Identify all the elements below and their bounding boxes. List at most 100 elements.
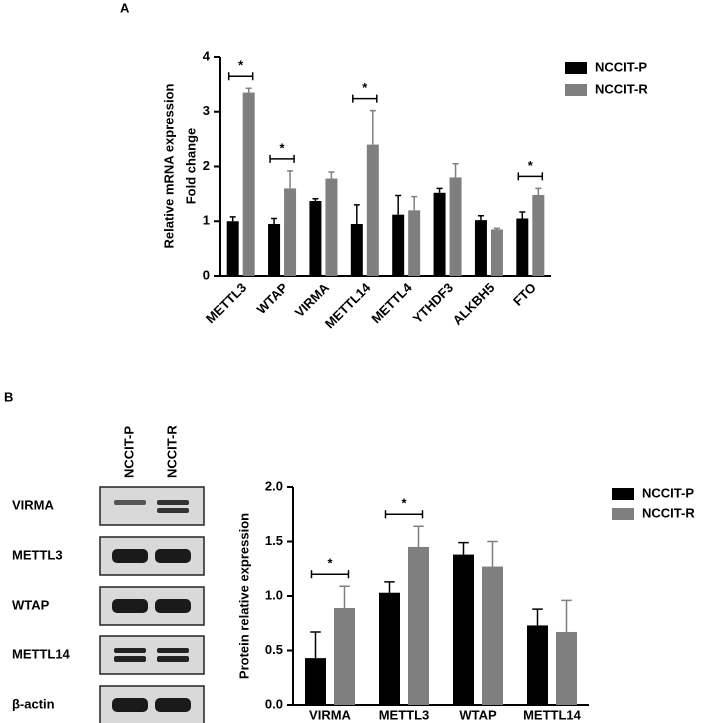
y-tick-label: 0.0 <box>265 696 283 711</box>
bar <box>532 194 545 276</box>
error-bar <box>452 163 459 178</box>
significance-label: * <box>362 80 368 95</box>
blot-band <box>114 648 146 653</box>
bar <box>350 223 363 276</box>
y-tick-label: 1.5 <box>265 533 283 548</box>
bar <box>556 631 577 705</box>
error-bar <box>411 195 418 211</box>
bar <box>490 229 503 276</box>
blot-band <box>112 599 148 613</box>
error-bar <box>353 204 360 224</box>
error-bar <box>493 227 500 230</box>
x-tick-label: METTL3 <box>203 280 249 326</box>
bar <box>392 214 405 276</box>
y-tick-label: 4 <box>203 48 211 63</box>
bar <box>527 625 548 705</box>
x-tick-label: WTAP <box>459 707 497 722</box>
error-bar <box>395 194 402 215</box>
bar <box>408 210 421 276</box>
blot-panel <box>99 635 205 675</box>
significance-bracket <box>517 172 544 181</box>
blot-band <box>114 500 146 505</box>
error-bar <box>271 217 278 224</box>
bar <box>325 178 338 276</box>
error-bar <box>519 211 526 219</box>
x-tick-label: METTL4 <box>368 279 415 326</box>
bar <box>226 221 239 276</box>
blot-column-label: NCCIT-P <box>121 426 136 478</box>
error-bar <box>532 608 543 626</box>
error-bar <box>339 585 350 608</box>
x-tick-label: METTL3 <box>379 707 430 722</box>
bar <box>379 592 400 705</box>
blot-row-label: β-actin <box>12 696 55 711</box>
bar <box>268 223 281 276</box>
bar <box>449 177 462 276</box>
bar <box>482 566 503 705</box>
significance-label: * <box>401 496 407 511</box>
significance-bracket <box>227 72 254 81</box>
error-bar <box>413 525 424 547</box>
y-tick-label: 2 <box>203 158 210 173</box>
x-tick-label: VIRMA <box>309 707 352 722</box>
legend-label: NCCIT-R <box>642 505 695 520</box>
y-tick-label: 0 <box>203 267 210 282</box>
error-bar <box>245 87 252 93</box>
significance-bracket <box>384 510 424 519</box>
error-bar <box>328 171 335 179</box>
error-bar <box>369 109 376 145</box>
y-axis-label: Relative mRNA expression <box>161 83 176 248</box>
bar <box>309 200 322 276</box>
x-tick-label: ALKBH5 <box>450 280 498 328</box>
y-axis-label: Protein relative expression <box>236 513 251 679</box>
legend-swatch <box>565 62 587 74</box>
legend-label: NCCIT-P <box>642 485 694 500</box>
error-bar <box>535 187 542 195</box>
blot-column-label: NCCIT-R <box>164 425 179 478</box>
blot-band <box>112 549 148 563</box>
legend-swatch <box>565 84 587 96</box>
y-tick-label: 1 <box>203 213 210 228</box>
error-bar <box>310 631 321 659</box>
y-tick-label: 1.0 <box>265 587 283 602</box>
significance-label: * <box>280 140 286 155</box>
x-tick-label: METTL14 <box>322 279 374 331</box>
blot-band <box>157 648 189 653</box>
bar <box>284 188 297 276</box>
y-axis-label: Fold change <box>183 128 198 205</box>
blot-band <box>155 549 191 563</box>
x-tick-label: WTAP <box>254 280 291 317</box>
y-tick-label: 2.0 <box>265 478 283 493</box>
blot-band <box>157 508 189 513</box>
significance-label: * <box>528 158 534 173</box>
bar <box>305 658 326 705</box>
error-bar <box>561 599 572 632</box>
legend-label: NCCIT-R <box>595 81 648 96</box>
significance-label: * <box>238 58 244 73</box>
error-bar <box>287 170 294 189</box>
blot-row-label: WTAP <box>12 597 50 612</box>
legend-swatch <box>612 508 634 520</box>
blot-band <box>155 698 191 712</box>
bar <box>334 607 355 705</box>
bar <box>242 92 255 277</box>
blot-band <box>157 500 189 505</box>
error-bar <box>229 216 236 222</box>
bar <box>366 144 379 276</box>
bar <box>453 554 474 705</box>
blot-row-label: VIRMA <box>12 497 55 512</box>
significance-bracket <box>269 154 295 163</box>
error-bar <box>436 187 443 193</box>
x-tick-label: YTHDF3 <box>410 280 456 326</box>
panel-label: A <box>120 0 130 15</box>
blot-panel <box>99 486 205 526</box>
blot-row-label: METTL3 <box>12 547 63 562</box>
blot-band <box>112 698 148 712</box>
significance-bracket <box>352 94 378 103</box>
blot-band <box>114 656 146 662</box>
x-tick-label: FTO <box>510 280 539 309</box>
error-bar <box>384 581 395 593</box>
legend-label: NCCIT-P <box>595 59 647 74</box>
legend-swatch <box>612 488 634 500</box>
